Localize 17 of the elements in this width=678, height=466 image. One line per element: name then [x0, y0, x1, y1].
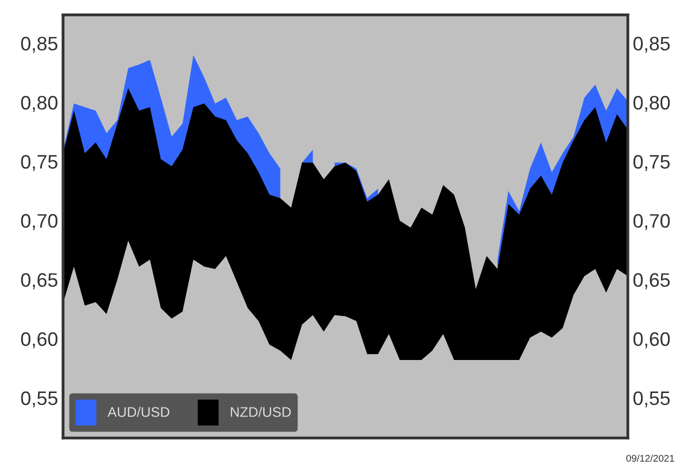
text: 09/12/2021 — [626, 454, 674, 462]
y-tick-label: 0,75 — [21, 154, 58, 172]
y-tick-label: 0,60 — [21, 332, 58, 348]
y-tick-label: 0,65 — [21, 273, 58, 290]
y2-tick-label: 0,80 — [633, 96, 670, 112]
y2-tick-label: 0,75 — [633, 154, 670, 172]
y2-tick-label: 0,65 — [633, 273, 670, 290]
y-tick-label: 0,70 — [21, 214, 58, 230]
y2-tick-label: 0,60 — [633, 332, 670, 348]
y2-tick-label: 0,55 — [633, 391, 670, 408]
y-tick-label: 0,55 — [21, 391, 58, 408]
series-label: AUD/USD — [108, 406, 170, 417]
y-tick-label: 0,80 — [21, 96, 58, 112]
legend-label: NZD/USD — [230, 406, 291, 417]
y2-tick-label: 0,85 — [633, 36, 670, 53]
y2-tick-label: 0,70 — [633, 214, 670, 230]
y-tick-label: 0,85 — [21, 36, 58, 53]
